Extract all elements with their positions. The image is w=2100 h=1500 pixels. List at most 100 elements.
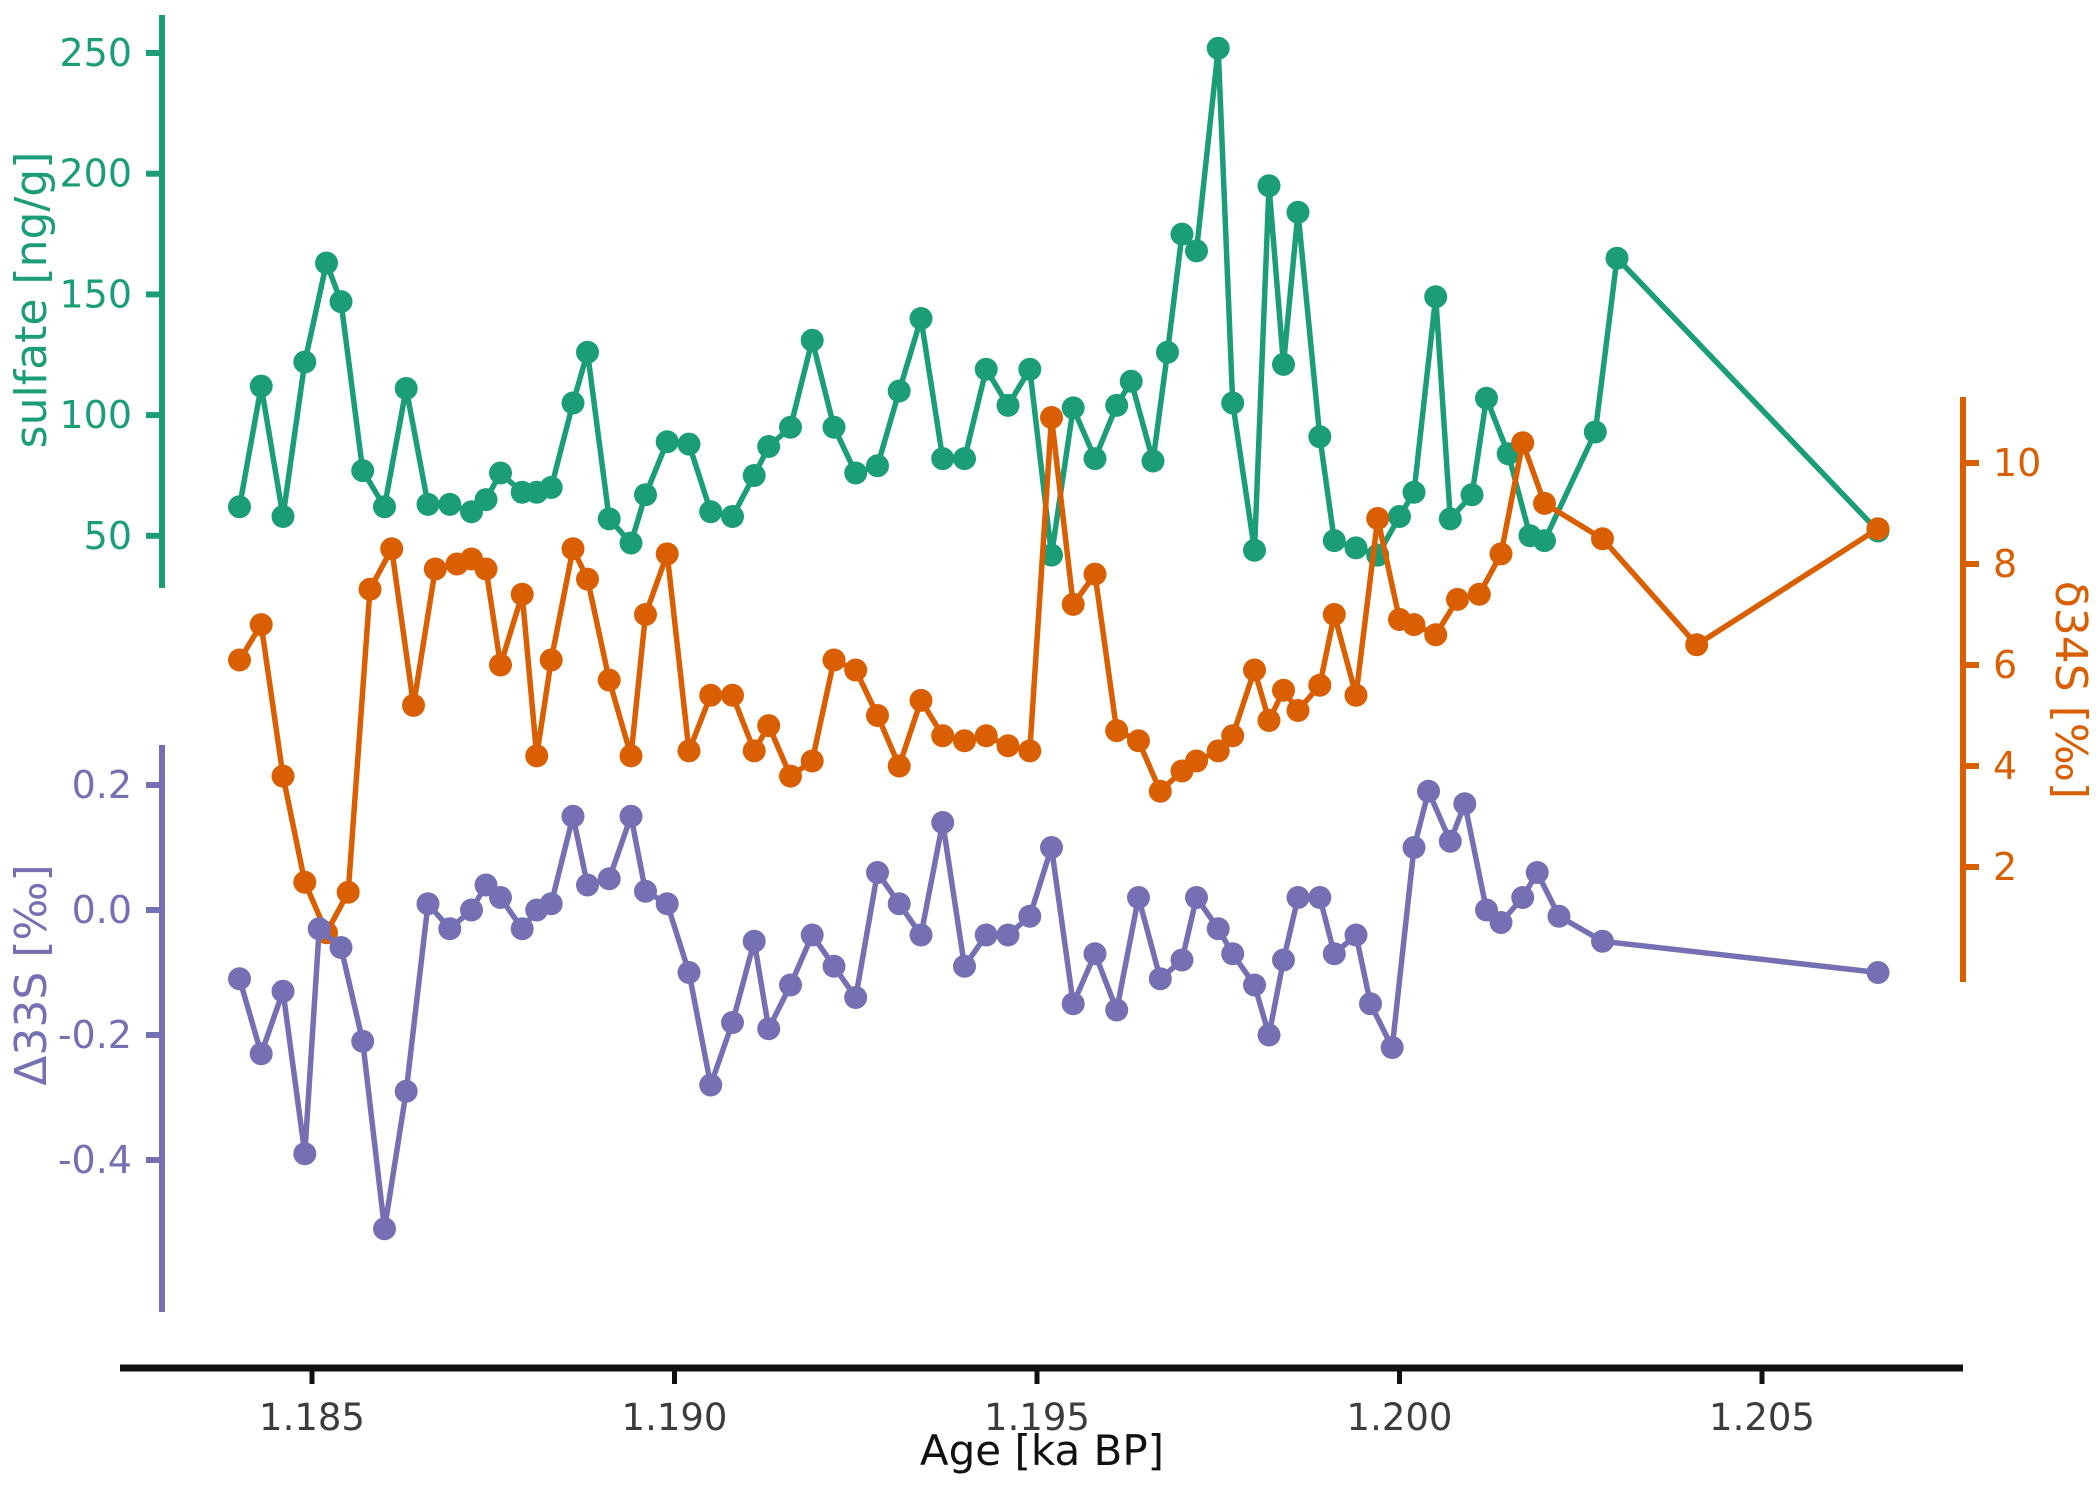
data-point-d33s — [909, 923, 933, 947]
data-point-sulfate — [996, 393, 1020, 417]
data-point-sulfate — [1286, 200, 1310, 224]
data-point-d33s — [1040, 836, 1063, 859]
data-point-d34s — [887, 754, 911, 778]
data-point-sulfate — [1583, 420, 1607, 444]
data-point-d33s — [1105, 998, 1129, 1022]
data-point-d34s — [1206, 739, 1230, 763]
data-point-d34s — [931, 724, 955, 748]
data-point-d33s — [394, 1079, 418, 1103]
data-point-sulfate — [228, 495, 251, 519]
data-point-d33s — [1185, 886, 1208, 909]
data-point-sulfate — [489, 461, 512, 485]
data-point-d33s — [619, 804, 643, 828]
data-point-sulfate — [1460, 483, 1484, 507]
data-point-d34s — [822, 648, 846, 672]
data-point-sulfate — [822, 415, 846, 439]
data-point-d33s — [307, 917, 331, 941]
d33s-tick-label: -0.2 — [58, 1013, 132, 1057]
data-point-d33s — [953, 954, 976, 978]
data-point-d34s — [1018, 739, 1042, 763]
data-point-d34s — [974, 724, 998, 748]
data-point-d34s — [1344, 683, 1368, 707]
data-point-d33s — [293, 1142, 317, 1166]
data-point-d34s — [1257, 709, 1281, 732]
data-point-d33s — [655, 892, 679, 916]
data-point-sulfate — [1119, 369, 1143, 393]
data-point-d34s — [1083, 562, 1107, 586]
data-point-d34s — [1040, 406, 1063, 429]
data-point-sulfate — [438, 492, 462, 516]
data-point-d33s — [1206, 917, 1230, 941]
data-point-sulfate — [576, 340, 599, 364]
data-point-sulfate — [619, 531, 643, 555]
data-point-d34s — [1243, 658, 1266, 682]
data-point-sulfate — [953, 447, 976, 471]
data-point-sulfate — [1206, 36, 1230, 60]
data-point-d33s — [1170, 948, 1194, 972]
d34s-tick-label: 10 — [1993, 441, 2041, 485]
data-point-d34s — [1402, 613, 1426, 637]
data-point-d34s — [402, 693, 425, 717]
data-point-sulfate — [373, 495, 396, 519]
data-point-d33s — [844, 986, 868, 1009]
data-point-d34s — [721, 683, 744, 707]
data-point-d34s — [597, 668, 621, 692]
data-point-d33s — [1866, 961, 1890, 984]
data-point-d33s — [539, 892, 563, 916]
data-point-d33s — [1438, 829, 1462, 853]
data-point-sulfate — [1018, 357, 1042, 381]
data-point-d33s — [757, 1017, 781, 1041]
data-point-sulfate — [1533, 529, 1556, 553]
data-point-sulfate — [1141, 449, 1165, 473]
data-point-d34s — [1533, 491, 1556, 515]
data-point-d33s — [634, 879, 657, 903]
sulfate-tick-label: 250 — [59, 31, 132, 75]
data-point-sulfate — [844, 461, 868, 485]
data-point-sulfate — [561, 391, 585, 415]
data-point-sulfate — [1322, 529, 1346, 553]
data-point-d34s — [474, 557, 498, 581]
data-point-d33s — [228, 967, 251, 991]
data-point-d33s — [866, 861, 889, 884]
data-point-d34s — [1424, 623, 1448, 647]
x-tick-label: 1.195 — [984, 1396, 1090, 1439]
data-point-d34s — [561, 537, 585, 561]
data-point-d33s — [1322, 942, 1346, 966]
data-point-d34s — [909, 688, 933, 712]
data-point-d34s — [271, 764, 295, 788]
data-point-sulfate — [1221, 391, 1245, 415]
data-point-d34s — [844, 658, 868, 682]
data-point-sulfate — [1257, 174, 1281, 198]
data-point-d33s — [1257, 1023, 1281, 1047]
data-point-d34s — [1148, 779, 1172, 803]
sulfate-tick-label: 50 — [84, 514, 132, 558]
data-point-d34s — [757, 714, 781, 738]
data-point-d34s — [1286, 699, 1310, 722]
data-point-d34s — [677, 739, 701, 763]
data-point-d34s — [510, 582, 534, 606]
data-point-d34s — [293, 870, 317, 894]
data-point-sulfate — [974, 357, 998, 381]
data-point-d33s — [561, 804, 585, 828]
data-point-d34s — [1308, 673, 1332, 697]
x-axis-title: Age [ka BP] — [920, 1426, 1164, 1475]
data-point-sulfate — [416, 492, 440, 516]
data-point-sulfate — [866, 454, 889, 478]
data-point-d33s — [1489, 911, 1513, 934]
data-point-d34s — [779, 764, 802, 788]
data-point-d34s — [1061, 592, 1085, 616]
data-point-sulfate — [539, 476, 563, 499]
data-point-sulfate — [597, 507, 621, 531]
data-point-d33s — [329, 936, 353, 959]
data-point-d33s — [1308, 886, 1332, 909]
sulfate-tick-label: 100 — [59, 393, 132, 437]
x-tick-label: 1.200 — [1347, 1396, 1453, 1439]
data-point-d33s — [438, 917, 462, 941]
data-point-sulfate — [1061, 396, 1085, 420]
d34s-tick-label: 6 — [1993, 643, 2017, 687]
data-point-d33s — [597, 867, 621, 891]
data-point-sulfate — [742, 464, 766, 487]
data-point-d34s — [953, 729, 976, 753]
data-point-sulfate — [721, 505, 744, 528]
